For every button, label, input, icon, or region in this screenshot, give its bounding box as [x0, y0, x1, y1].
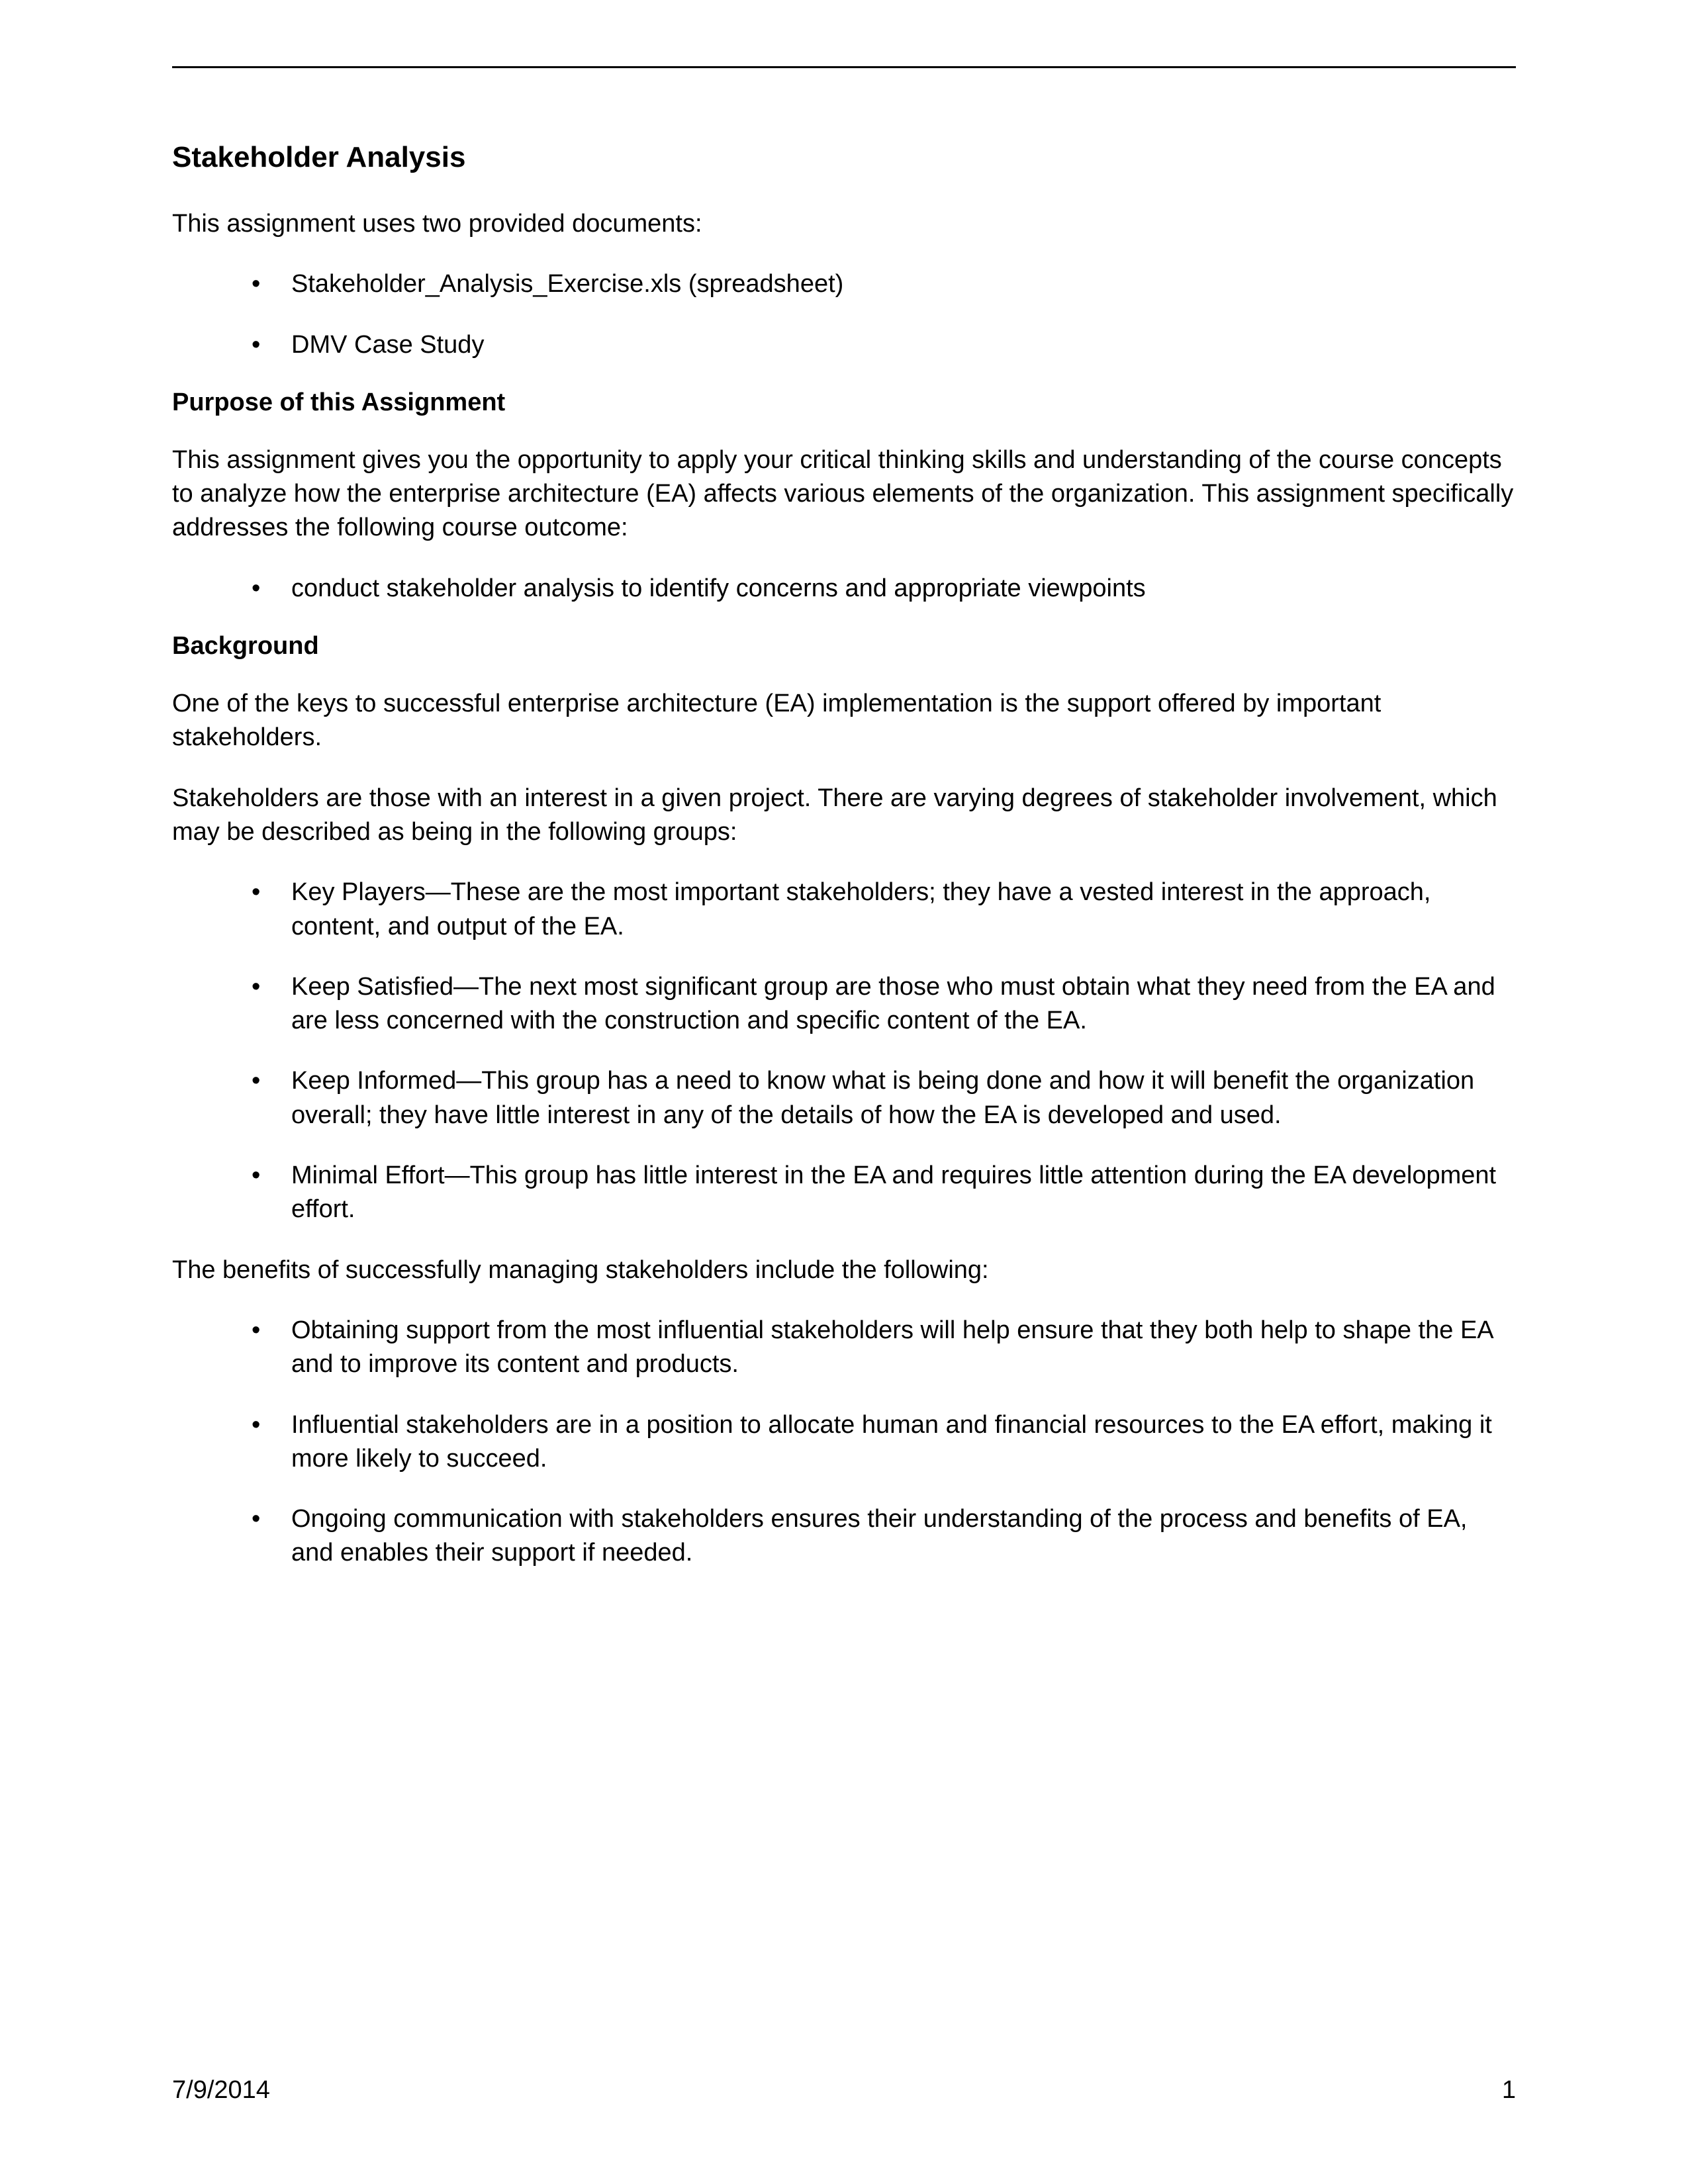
list-item: conduct stakeholder analysis to identify…: [252, 572, 1516, 606]
purpose-paragraph: This assignment gives you the opportunit…: [172, 443, 1516, 545]
intro-paragraph: This assignment uses two provided docume…: [172, 207, 1516, 241]
benefits-intro: The benefits of successfully managing st…: [172, 1253, 1516, 1287]
benefits-list: Obtaining support from the most influent…: [172, 1314, 1516, 1570]
footer-date: 7/9/2014: [172, 2076, 270, 2105]
list-item: DMV Case Study: [252, 328, 1516, 362]
intro-list: Stakeholder_Analysis_Exercise.xls (sprea…: [172, 267, 1516, 362]
list-item: Minimal Effort—This group has little int…: [252, 1159, 1516, 1227]
header-rule: [172, 66, 1516, 68]
page-footer: 7/9/2014 1: [172, 2076, 1516, 2105]
list-item: Stakeholder_Analysis_Exercise.xls (sprea…: [252, 267, 1516, 301]
background-heading: Background: [172, 632, 1516, 660]
page: Stakeholder Analysis This assignment use…: [0, 0, 1688, 2184]
list-item: Keep Satisfied—The next most significant…: [252, 970, 1516, 1038]
list-item: Ongoing communication with stakeholders …: [252, 1502, 1516, 1570]
footer-page-number: 1: [1502, 2076, 1516, 2105]
background-paragraph-2: Stakeholders are those with an interest …: [172, 782, 1516, 850]
list-item: Obtaining support from the most influent…: [252, 1314, 1516, 1382]
purpose-heading: Purpose of this Assignment: [172, 388, 1516, 417]
groups-list: Key Players—These are the most important…: [172, 876, 1516, 1226]
purpose-list: conduct stakeholder analysis to identify…: [172, 572, 1516, 606]
list-item: Influential stakeholders are in a positi…: [252, 1408, 1516, 1477]
background-paragraph-1: One of the keys to successful enterprise…: [172, 687, 1516, 755]
document-title: Stakeholder Analysis: [172, 141, 1516, 174]
list-item: Keep Informed—This group has a need to k…: [252, 1064, 1516, 1132]
list-item: Key Players—These are the most important…: [252, 876, 1516, 944]
